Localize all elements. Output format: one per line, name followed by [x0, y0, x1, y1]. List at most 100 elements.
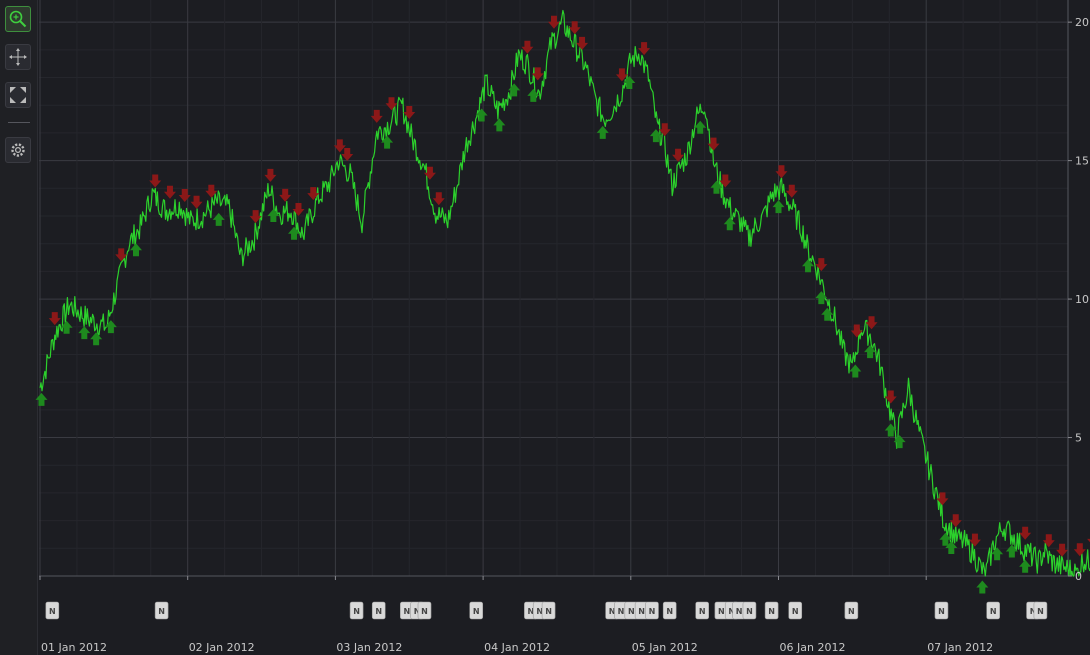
grid — [39, 0, 1068, 577]
buy-arrow — [821, 307, 834, 321]
buy-arrow — [288, 226, 301, 240]
toolbar-separator — [8, 122, 30, 123]
sell-arrow — [1019, 526, 1032, 540]
svg-text:N: N — [1037, 607, 1044, 616]
sell-arrow — [249, 210, 262, 224]
y-tick-label: 20 — [1075, 16, 1089, 29]
sell-arrow — [292, 203, 305, 217]
news-badge[interactable]: N — [986, 601, 1000, 620]
buy-arrow — [884, 423, 897, 437]
svg-text:N: N — [158, 607, 165, 616]
buy-arrow — [623, 76, 636, 89]
svg-text:N: N — [699, 607, 706, 616]
sell-arrow — [968, 533, 981, 547]
svg-text:N: N — [746, 607, 753, 616]
buy-arrow — [849, 364, 862, 378]
sell-arrow — [936, 492, 949, 506]
y-tick-label: 10 — [1075, 293, 1089, 306]
svg-text:N: N — [403, 607, 410, 616]
x-tick-label: 04 Jan 2012 — [484, 641, 550, 654]
buy-arrow — [864, 345, 877, 359]
news-badge[interactable]: N — [469, 601, 484, 620]
settings-button[interactable] — [5, 137, 31, 163]
news-badge[interactable]: N — [1033, 601, 1048, 620]
svg-text:N: N — [618, 607, 625, 616]
svg-text:N: N — [414, 607, 421, 616]
sell-arrow — [163, 185, 176, 199]
x-tick-label: 02 Jan 2012 — [189, 641, 255, 654]
buy-arrow — [723, 217, 736, 231]
sell-arrow — [432, 192, 445, 206]
svg-text:N: N — [1030, 607, 1037, 616]
svg-text:N: N — [353, 607, 360, 616]
news-badge[interactable]: N — [764, 601, 779, 620]
buy-arrow — [939, 532, 952, 546]
svg-text:N: N — [609, 607, 616, 616]
news-badge[interactable]: N — [417, 601, 432, 620]
buy-arrow — [710, 180, 723, 194]
sell-arrow — [205, 184, 218, 198]
news-badge[interactable]: N — [349, 601, 364, 620]
buy-arrow — [60, 320, 73, 334]
buy-arrow — [267, 208, 280, 222]
svg-text:N: N — [528, 607, 535, 616]
news-badge[interactable]: N — [645, 601, 659, 620]
x-tick-label: 01 Jan 2012 — [41, 641, 107, 654]
sell-arrow — [547, 15, 560, 29]
zoom-icon — [9, 10, 27, 28]
buy-arrow — [1019, 559, 1032, 573]
buy-arrow — [130, 243, 143, 257]
svg-text:N: N — [49, 607, 56, 616]
news-badge[interactable]: N — [662, 601, 677, 620]
news-badge[interactable]: N — [695, 601, 709, 620]
news-badge[interactable]: N — [844, 601, 859, 620]
svg-text:N: N — [649, 607, 656, 616]
sell-arrow — [1087, 538, 1090, 543]
buy-arrow — [649, 129, 662, 143]
sell-arrow — [568, 21, 581, 35]
news-badge[interactable]: N — [788, 601, 803, 620]
pan-icon — [9, 48, 27, 66]
x-tick-label: 05 Jan 2012 — [632, 641, 698, 654]
sell-arrow — [279, 188, 292, 202]
price-series-line — [39, 9, 1090, 577]
news-badge[interactable]: N — [934, 601, 949, 620]
pan-tool-button[interactable] — [5, 44, 31, 70]
svg-text:N: N — [628, 607, 635, 616]
svg-text:N: N — [938, 607, 945, 616]
sell-arrow — [785, 184, 798, 198]
sell-arrow — [719, 174, 732, 188]
zoom-tool-button[interactable] — [5, 6, 31, 32]
news-badge[interactable]: N — [742, 601, 757, 620]
zoom-extents-button[interactable] — [5, 82, 31, 108]
svg-text:N: N — [545, 607, 552, 616]
buy-arrow — [212, 212, 225, 226]
sell-arrow — [403, 105, 416, 119]
sell-arrow — [149, 174, 162, 188]
svg-text:N: N — [421, 607, 428, 616]
buy-arrow — [508, 83, 521, 97]
news-badge[interactable]: N — [45, 601, 60, 620]
news-badge[interactable]: N — [624, 601, 639, 620]
sell-arrow — [658, 123, 671, 137]
svg-text:N: N — [473, 607, 480, 616]
sell-arrow — [178, 189, 191, 203]
svg-text:N: N — [638, 607, 645, 616]
buy-arrow — [475, 108, 488, 122]
buy-arrow — [802, 259, 815, 273]
y-tick-label: 15 — [1075, 155, 1089, 168]
buy-arrow — [527, 88, 540, 102]
sell-arrow — [115, 248, 128, 262]
news-badge[interactable]: N — [154, 601, 169, 620]
news-badge[interactable]: N — [614, 601, 628, 620]
sell-arrow — [423, 166, 436, 180]
svg-text:N: N — [768, 607, 775, 616]
buy-arrow — [945, 541, 958, 554]
sell-arrow — [307, 187, 320, 201]
news-badge[interactable]: N — [371, 601, 386, 620]
news-badge[interactable]: N — [541, 601, 556, 620]
svg-text:N: N — [848, 607, 855, 616]
sell-arrow — [48, 312, 61, 326]
sell-arrow — [531, 67, 544, 81]
